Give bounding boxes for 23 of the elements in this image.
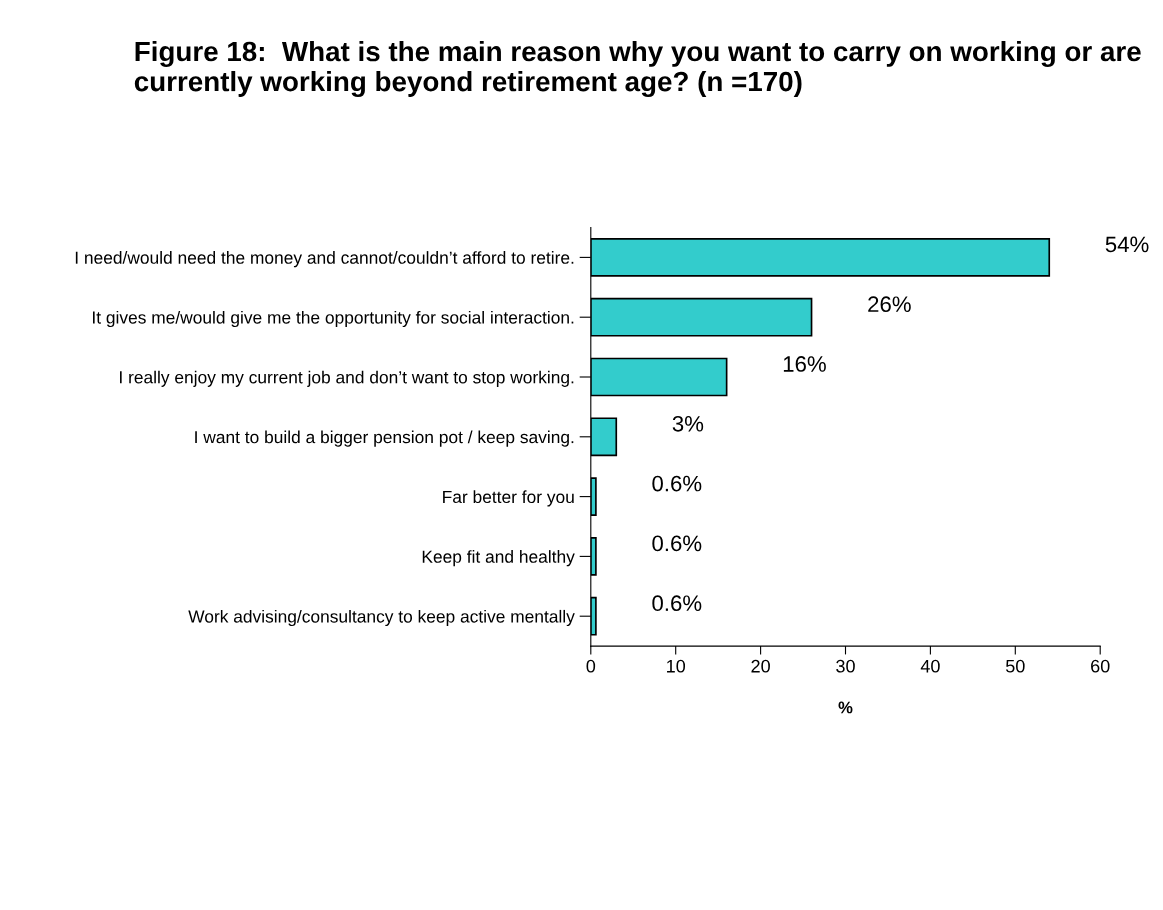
data-label: 0.6% <box>652 595 702 612</box>
data-label: 0.6% <box>652 475 702 492</box>
x-tick-label: 60 <box>1091 659 1110 673</box>
x-tick-label: 0 <box>586 659 596 673</box>
x-tick-label: 20 <box>751 659 770 673</box>
y-tick-label: Far better for you <box>443 490 574 507</box>
y-tick-label: It gives me/would give me the opportunity for social interaction. <box>93 310 574 328</box>
data-label: 16% <box>783 356 826 372</box>
y-tick-label: I really enjoy my current job and don’t want to stop working. <box>120 370 574 387</box>
x-tick-label: 30 <box>836 659 855 673</box>
x-tick-label: 50 <box>1005 659 1025 673</box>
x-axis-title: % <box>838 701 853 714</box>
x-tick-label: 10 <box>667 659 686 673</box>
x-tick-label: 40 <box>920 659 940 673</box>
y-tick-label: I need/would need the money and cannot/couldn’t afford to retire. <box>75 251 574 268</box>
y-tick-label: Keep fit and healthy <box>422 550 575 567</box>
y-tick-label: I want to build a bigger pension pot / keep saving. <box>195 430 574 447</box>
chart-title: Figure 18: What is the main reason why you want to carry on working or are currently working beyond retirement age? (n =170) <box>134 40 1141 98</box>
data-label: 0.6% <box>652 535 702 552</box>
y-tick-label: Work advising/consultancy to keep active mentally <box>188 609 575 627</box>
data-label: 54% <box>1105 236 1149 253</box>
data-label: 3% <box>672 415 704 432</box>
data-label: 26% <box>868 296 911 313</box>
